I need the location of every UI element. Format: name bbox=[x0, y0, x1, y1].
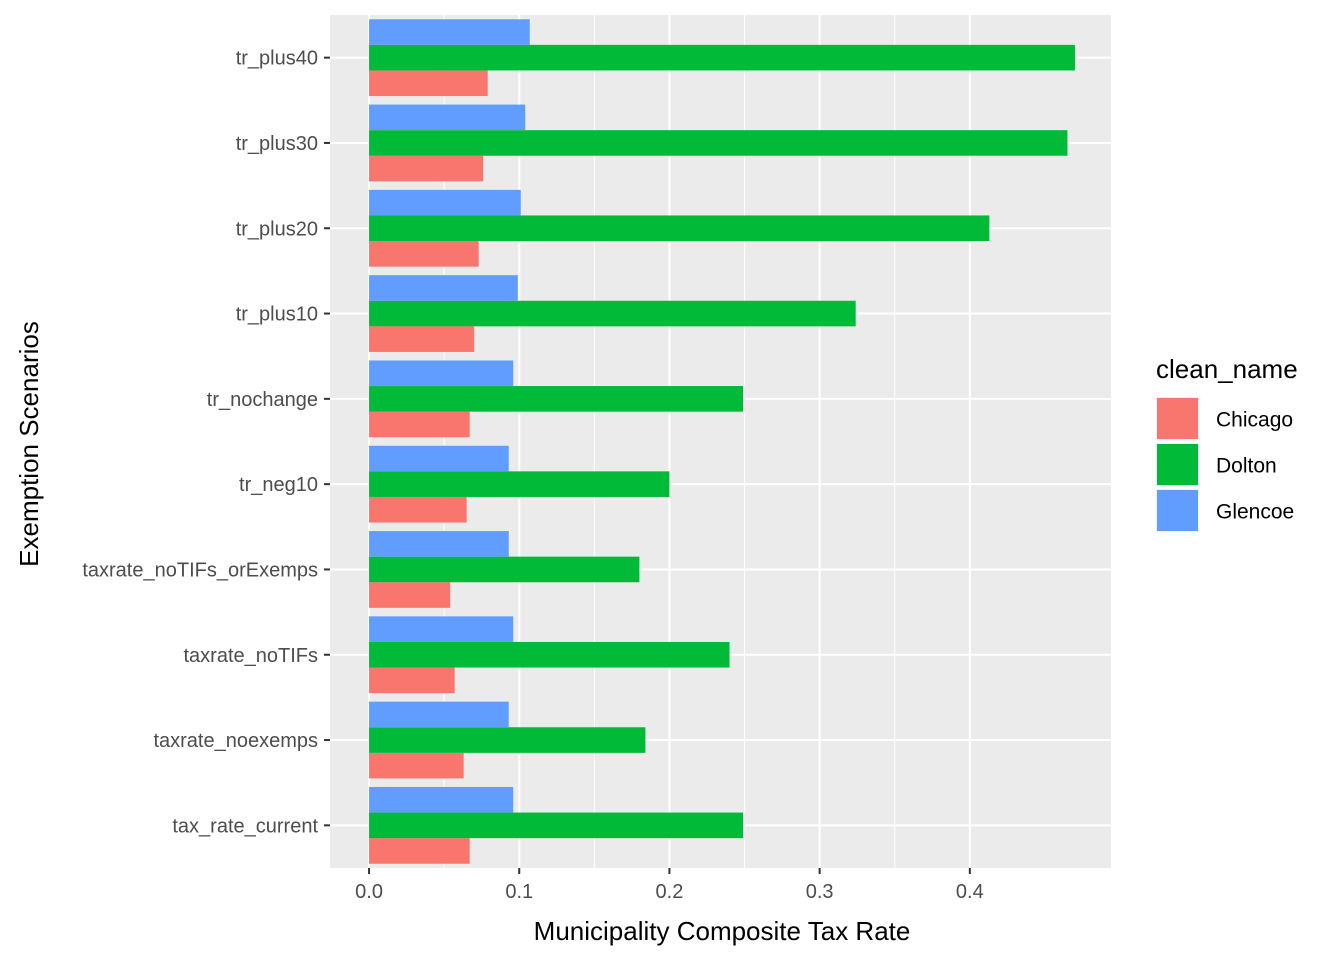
bar-glencoe-tr_plus30 bbox=[369, 104, 526, 131]
bar-glencoe-taxrate_noexemps bbox=[369, 701, 509, 728]
bar-chicago-tr_plus40 bbox=[369, 70, 488, 97]
x-tick-label: 0.0 bbox=[355, 881, 383, 903]
legend: clean_name Chicago Dolton Glencoe bbox=[1156, 354, 1298, 532]
y-tick-label: tr_plus30 bbox=[236, 133, 318, 155]
x-tick-label: 0.1 bbox=[505, 881, 533, 903]
bar-chicago-tr_plus20 bbox=[369, 241, 479, 267]
bar-dolton-tr_plus20 bbox=[369, 215, 990, 242]
x-axis-title: Municipality Composite Tax Rate bbox=[534, 916, 911, 946]
bar-dolton-taxrate_noexemps bbox=[369, 727, 646, 753]
bar-dolton-tr_plus30 bbox=[369, 130, 1068, 156]
legend-swatch-glencoe bbox=[1157, 490, 1198, 531]
bar-chicago-tr_plus30 bbox=[369, 155, 484, 182]
y-tick-label: tr_plus10 bbox=[236, 304, 318, 326]
y-tick-label: tax_rate_current bbox=[172, 815, 318, 837]
x-tick-label: 0.2 bbox=[656, 881, 684, 903]
y-tick-label: taxrate_noexemps bbox=[153, 730, 318, 752]
bar-glencoe-tr_neg10 bbox=[369, 445, 509, 472]
bars bbox=[369, 19, 1075, 864]
y-tick-label: taxrate_noTIFs bbox=[183, 645, 318, 667]
legend-title: clean_name bbox=[1156, 354, 1298, 384]
legend-swatch-chicago bbox=[1157, 398, 1198, 439]
x-tick-label: 0.4 bbox=[956, 881, 984, 903]
bar-dolton-tr_neg10 bbox=[369, 471, 670, 497]
bar-glencoe-tr_plus10 bbox=[369, 275, 518, 301]
bar-chicago-taxrate_noexemps bbox=[369, 752, 464, 779]
bar-glencoe-tax_rate_current bbox=[369, 786, 514, 813]
bar-dolton-tr_nochange bbox=[369, 386, 744, 412]
bar-chicago-taxrate_noTIFs bbox=[369, 667, 455, 694]
bar-dolton-taxrate_noTIFs_orExemps bbox=[369, 556, 640, 583]
y-tick-label: tr_plus20 bbox=[236, 218, 318, 240]
bar-dolton-tr_plus10 bbox=[369, 300, 856, 327]
y-tick-label: tr_neg10 bbox=[239, 474, 318, 496]
bar-chicago-tax_rate_current bbox=[369, 838, 470, 864]
bar-chicago-tr_nochange bbox=[369, 411, 470, 438]
bar-glencoe-tr_nochange bbox=[369, 360, 514, 387]
bar-glencoe-tr_plus40 bbox=[369, 19, 530, 45]
bar-chicago-tr_plus10 bbox=[369, 326, 475, 352]
bar-glencoe-taxrate_noTIFs bbox=[369, 616, 514, 642]
y-axis: tax_rate_current taxrate_noexemps taxrate_… bbox=[82, 48, 330, 837]
x-axis: 0.0 0.1 0.2 0.3 0.4 bbox=[355, 868, 984, 903]
legend-label-chicago: Chicago bbox=[1216, 409, 1293, 432]
legend-label-dolton: Dolton bbox=[1216, 455, 1277, 478]
bar-dolton-tax_rate_current bbox=[369, 812, 744, 839]
bar-glencoe-tr_plus20 bbox=[369, 189, 521, 216]
bar-dolton-tr_plus40 bbox=[369, 44, 1075, 71]
bar-glencoe-taxrate_noTIFs_orExemps bbox=[369, 531, 509, 557]
y-axis-title: Exemption Scenarios bbox=[14, 321, 44, 567]
bar-chicago-tr_neg10 bbox=[369, 496, 467, 523]
bar-chicago-taxrate_noTIFs_orExemps bbox=[369, 582, 451, 608]
y-tick-label: tr_plus40 bbox=[236, 48, 318, 70]
y-tick-label: taxrate_noTIFs_orExemps bbox=[82, 559, 318, 581]
bar-dolton-taxrate_noTIFs bbox=[369, 641, 730, 668]
legend-label-glencoe: Glencoe bbox=[1216, 501, 1294, 524]
y-tick-label: tr_nochange bbox=[207, 389, 318, 411]
x-tick-label: 0.3 bbox=[806, 881, 834, 903]
legend-swatch-dolton bbox=[1157, 444, 1198, 485]
